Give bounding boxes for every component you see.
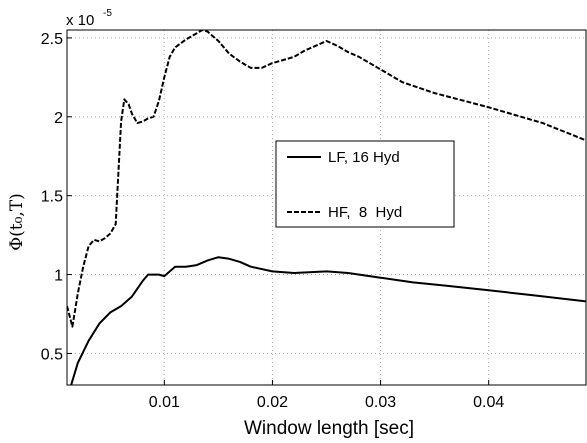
series xyxy=(67,30,586,385)
y-tick-label: 2 xyxy=(54,110,63,127)
series-line-hf xyxy=(67,30,586,328)
x-tick-label: 0.04 xyxy=(473,394,504,411)
x-tick-label: 0.01 xyxy=(149,394,180,411)
x-tick-label: 0.02 xyxy=(257,394,288,411)
plot-frame xyxy=(66,29,587,386)
y-tick-label: 1 xyxy=(54,268,63,285)
y-tick-label: 2.5 xyxy=(41,31,63,48)
x-axis-label: Window length [sec] xyxy=(244,418,414,439)
legend-label-lf: LF, 16 Hyd xyxy=(328,149,400,166)
x-ticks: 0.01 0.02 0.03 0.04 xyxy=(149,380,504,411)
y-axis-label: Φ(t₀,T) xyxy=(7,193,27,251)
y-multiplier: x 10 xyxy=(66,12,94,29)
legend-label-hf: HF, 8 Hyd xyxy=(328,204,402,221)
y-ticks: 0.5 1 1.5 2 2.5 xyxy=(41,31,72,363)
y-tick-label: 0.5 xyxy=(41,346,63,363)
y-multiplier-exponent: -5 xyxy=(103,8,112,19)
series-line-lf xyxy=(70,256,586,385)
grid xyxy=(67,30,586,385)
x-tick-label: 0.03 xyxy=(365,394,396,411)
legend: LF, 16 Hyd HF, 8 Hyd xyxy=(275,140,455,228)
y-tick-label: 1.5 xyxy=(41,189,63,206)
axes xyxy=(66,29,587,386)
